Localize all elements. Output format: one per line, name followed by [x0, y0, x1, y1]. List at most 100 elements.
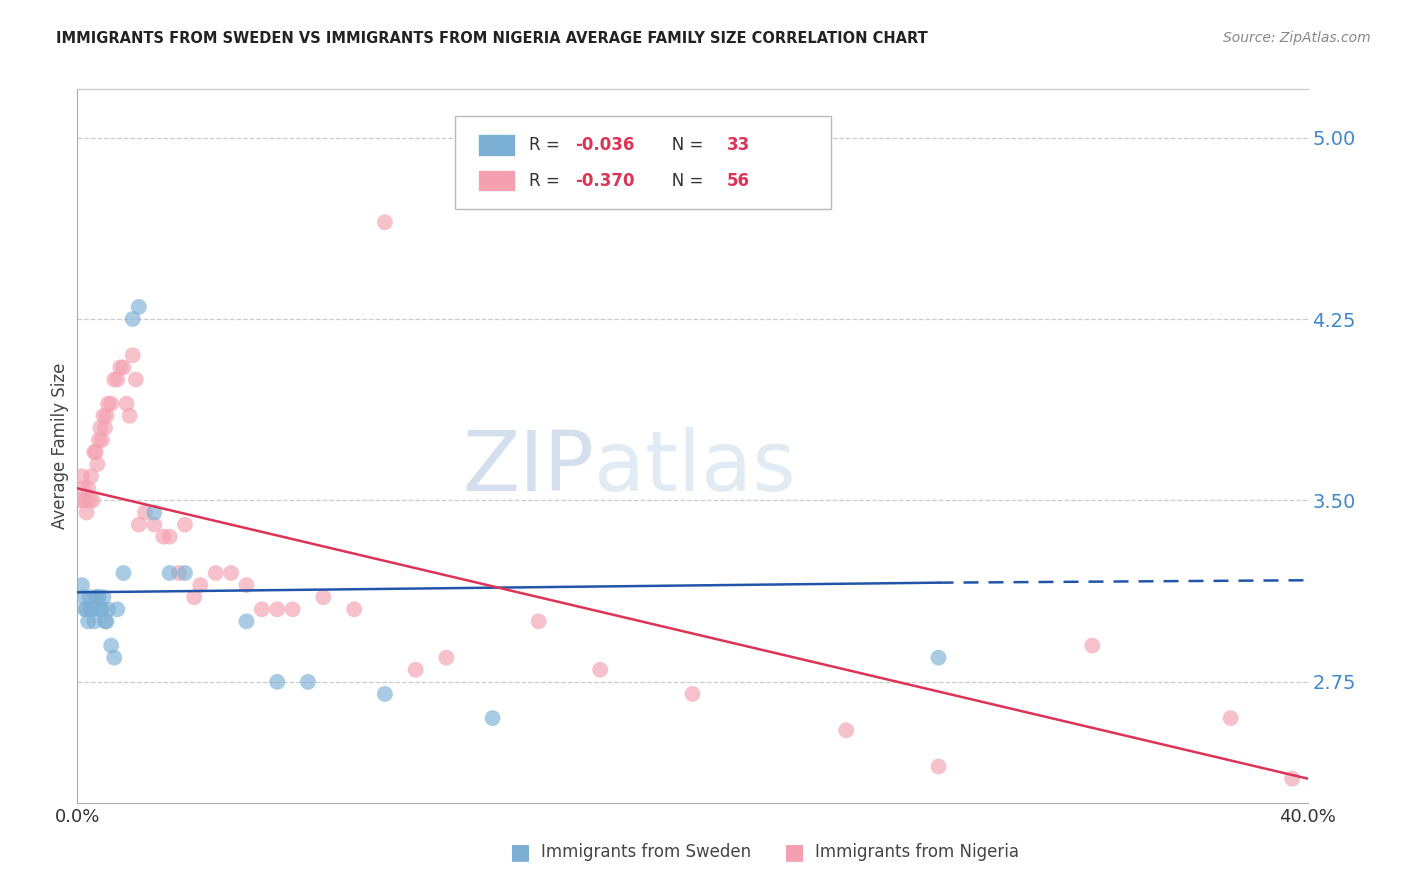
Point	[1219, 711, 1241, 725]
Point	[79, 493, 101, 508]
Point	[112, 566, 135, 580]
Point	[405, 663, 427, 677]
Point	[343, 602, 366, 616]
Point	[527, 615, 550, 629]
Point	[589, 663, 612, 677]
Point	[100, 397, 122, 411]
Point	[143, 517, 166, 532]
Point	[89, 421, 111, 435]
Text: 56: 56	[727, 171, 749, 189]
Point	[82, 602, 104, 616]
Point	[436, 650, 458, 665]
Point	[103, 372, 125, 386]
Point	[219, 566, 242, 580]
FancyBboxPatch shape	[456, 116, 831, 209]
Point	[266, 602, 288, 616]
Text: 33: 33	[727, 136, 751, 153]
Point	[94, 615, 117, 629]
Point	[93, 409, 115, 423]
Y-axis label: Average Family Size: Average Family Size	[51, 363, 69, 529]
Point	[1081, 639, 1104, 653]
Text: R =: R =	[529, 136, 565, 153]
Point	[159, 530, 181, 544]
Point	[96, 409, 118, 423]
Text: ■: ■	[510, 842, 530, 862]
Point	[682, 687, 704, 701]
Point	[70, 578, 93, 592]
Point	[90, 602, 114, 616]
Point	[103, 650, 125, 665]
Point	[183, 590, 205, 604]
Text: -0.036: -0.036	[575, 136, 636, 153]
Point	[96, 615, 118, 629]
Point	[143, 506, 166, 520]
Point	[86, 457, 108, 471]
Text: ZIP: ZIP	[463, 427, 595, 508]
Point	[235, 615, 257, 629]
Point	[374, 687, 396, 701]
Point	[134, 506, 156, 520]
Point	[87, 590, 110, 604]
Point	[174, 517, 197, 532]
Point	[72, 481, 94, 495]
Point	[928, 759, 950, 773]
Point	[159, 566, 181, 580]
Point	[100, 639, 122, 653]
Point	[69, 493, 91, 508]
Text: ■: ■	[785, 842, 804, 862]
Point	[374, 215, 396, 229]
Point	[77, 615, 100, 629]
Point	[110, 360, 132, 375]
Point	[73, 493, 96, 508]
Point	[174, 566, 197, 580]
Point	[105, 372, 128, 386]
Point	[128, 517, 150, 532]
Point	[121, 312, 143, 326]
Point	[297, 674, 319, 689]
Point	[281, 602, 304, 616]
Text: Source: ZipAtlas.com: Source: ZipAtlas.com	[1223, 31, 1371, 45]
Point	[1281, 772, 1303, 786]
Point	[94, 421, 117, 435]
Point	[167, 566, 190, 580]
Point	[115, 397, 138, 411]
Point	[97, 602, 120, 616]
Point	[928, 650, 950, 665]
Point	[112, 360, 135, 375]
Text: atlas: atlas	[595, 427, 796, 508]
Point	[79, 590, 101, 604]
Point	[90, 433, 114, 447]
Text: Immigrants from Nigeria: Immigrants from Nigeria	[815, 843, 1019, 861]
Text: R =: R =	[529, 171, 565, 189]
Point	[97, 397, 120, 411]
Point	[93, 590, 115, 604]
Point	[128, 300, 150, 314]
Point	[84, 590, 107, 604]
Point	[152, 530, 174, 544]
Text: IMMIGRANTS FROM SWEDEN VS IMMIGRANTS FROM NIGERIA AVERAGE FAMILY SIZE CORRELATIO: IMMIGRANTS FROM SWEDEN VS IMMIGRANTS FRO…	[56, 31, 928, 46]
Point	[266, 674, 288, 689]
Point	[76, 602, 98, 616]
FancyBboxPatch shape	[478, 134, 516, 155]
Point	[86, 590, 108, 604]
Point	[118, 409, 141, 423]
Point	[250, 602, 273, 616]
Point	[125, 372, 148, 386]
Text: -0.370: -0.370	[575, 171, 636, 189]
FancyBboxPatch shape	[478, 169, 516, 191]
Point	[190, 578, 212, 592]
Point	[481, 711, 503, 725]
Point	[73, 602, 96, 616]
Point	[89, 602, 111, 616]
Point	[87, 433, 110, 447]
Point	[72, 590, 94, 604]
Text: Immigrants from Sweden: Immigrants from Sweden	[541, 843, 751, 861]
Point	[80, 602, 103, 616]
Text: N =: N =	[655, 171, 709, 189]
Text: N =: N =	[655, 136, 709, 153]
Point	[77, 481, 100, 495]
Point	[235, 578, 257, 592]
Point	[312, 590, 335, 604]
Point	[105, 602, 128, 616]
Point	[80, 469, 103, 483]
